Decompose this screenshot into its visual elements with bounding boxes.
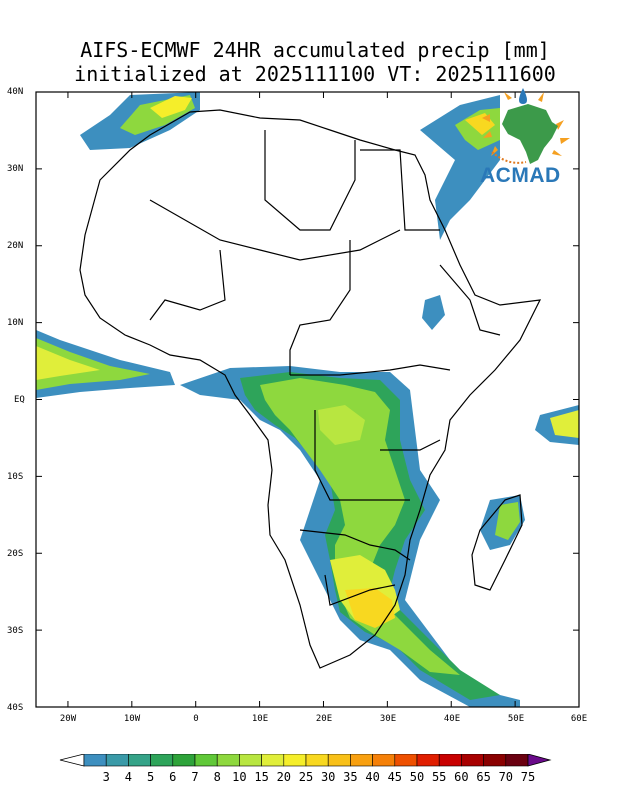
colorbar-segment: [394, 754, 418, 767]
colorbar-segment: [105, 754, 129, 767]
lat-label: 30N: [7, 164, 24, 174]
lat-label: 30S: [7, 626, 24, 636]
madagascar-coastline: [471, 494, 523, 591]
lon-label: 40E: [443, 714, 461, 724]
precip-area-west-atlantic-core: [36, 338, 150, 390]
map-title-line1: AIFS-ECMWF 24HR accumulated precip [mm]: [80, 38, 550, 62]
colorbar-label: 4: [124, 770, 132, 784]
colorbar-label: 55: [431, 770, 447, 784]
colorbar-label: 40: [365, 770, 380, 784]
colorbar-label: 75: [520, 770, 536, 784]
colorbar-segment: [327, 754, 351, 767]
colorbar-label: 65: [476, 770, 491, 784]
lat-label: 40N: [7, 87, 24, 97]
colorbar-segment: [305, 754, 329, 767]
colorbar-label: 35: [343, 770, 358, 784]
lon-label: 10E: [251, 714, 269, 724]
lon-label: 10W: [123, 714, 141, 724]
colorbar-segment: [416, 754, 440, 767]
colorbar-segment: [128, 754, 151, 767]
colorbar-label: 8: [213, 770, 221, 784]
colorbar-label: 45: [387, 770, 403, 784]
colorbar-label: 60: [454, 770, 469, 784]
acmad-logo: [482, 88, 570, 164]
colorbar-below-triangle: [59, 754, 85, 767]
africa-coastline: [79, 109, 542, 669]
colorbar-segment: [438, 754, 462, 767]
colorbar-segment: [239, 754, 262, 767]
colorbar-segment: [350, 754, 373, 767]
logo-drop-icon: [519, 88, 527, 104]
colorbar-segment: [150, 754, 174, 767]
colorbar-segment: [372, 754, 396, 767]
colorbar-segment: [261, 754, 285, 767]
colorbar-label: 25: [298, 770, 314, 784]
lat-label: 10S: [7, 472, 24, 482]
lon-label: 30E: [379, 714, 397, 724]
lat-label: 40S: [7, 703, 24, 713]
country-borders: [79, 109, 542, 669]
axis-ticks: [36, 91, 580, 708]
colorbar-label: 10: [232, 770, 247, 784]
colorbar-label: 6: [169, 770, 177, 784]
lon-label: 60E: [570, 714, 588, 724]
lat-label: 20S: [7, 549, 24, 559]
logo-sun-rays-icon: [482, 92, 570, 156]
lon-label: 20W: [59, 714, 77, 724]
colorbar-segment: [83, 754, 107, 767]
lat-label: 20N: [7, 241, 24, 251]
colorbar-segment: [172, 754, 196, 767]
colorbar-label: 5: [146, 770, 155, 784]
lat-label: EQ: [14, 395, 25, 405]
lon-label: 20E: [315, 714, 333, 724]
colorbar-segment: [194, 754, 218, 767]
lat-label: 10N: [7, 318, 24, 328]
colorbar-segment: [505, 754, 529, 767]
colorbar-label: 3: [102, 770, 110, 784]
lon-label: 0: [193, 714, 199, 724]
precip-colorbar: [59, 754, 552, 767]
colorbar-segment: [283, 754, 307, 767]
colorbar-label: 20: [276, 770, 292, 784]
colorbar-above-triangle: [527, 754, 552, 767]
colorbar-label: 15: [254, 770, 269, 784]
colorbar-segment: [461, 754, 484, 767]
colorbar-label: 30: [320, 770, 336, 784]
lon-label: 50E: [507, 714, 525, 724]
colorbar-segment: [216, 754, 240, 767]
colorbar-label: 50: [409, 770, 425, 784]
logo-text: ACMAD: [480, 164, 561, 187]
map-title-line2: initialized at 2025111100 VT: 2025111600: [74, 62, 556, 86]
colorbar-label: 7: [191, 770, 199, 784]
logo-africa-icon: [502, 104, 558, 164]
colorbar-label: 70: [498, 770, 514, 784]
colorbar-segment: [483, 754, 507, 767]
